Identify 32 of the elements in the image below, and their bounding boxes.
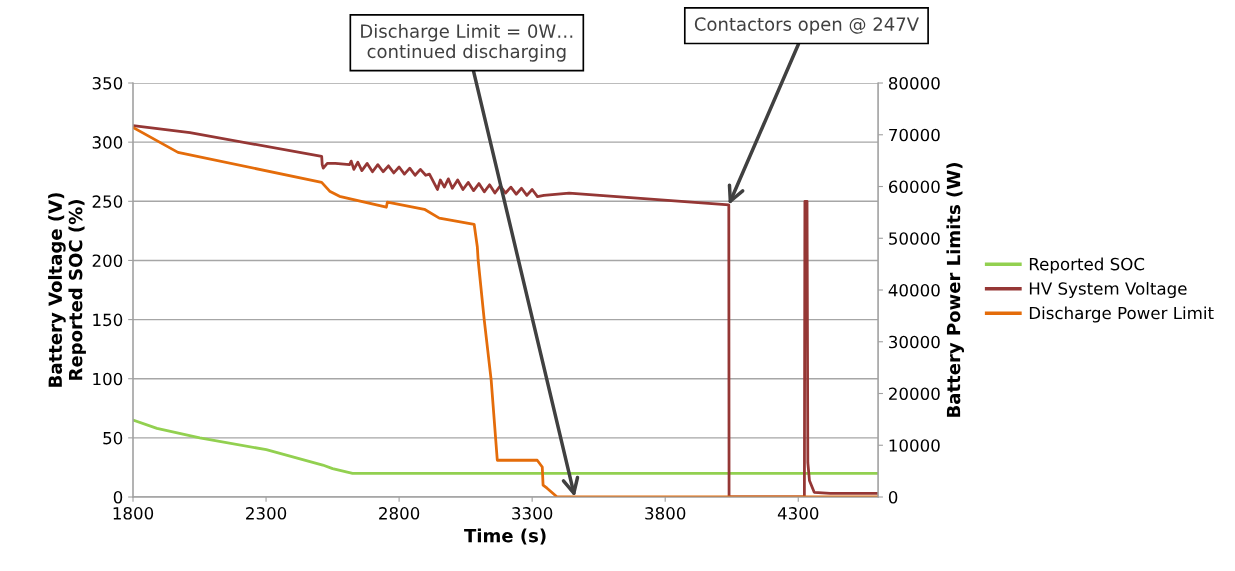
legend-label: Reported SOC	[1029, 257, 1145, 274]
line-series	[133, 418, 879, 475]
x-tick-label: 3300	[512, 507, 553, 520]
y-tick-label: 350	[92, 76, 123, 90]
y2-tick-label: 60000	[888, 180, 940, 194]
x-axis-title: Time (s)	[464, 528, 546, 545]
y2-tick-label: 10000	[889, 439, 940, 452]
x-tick-label: 1800	[113, 507, 154, 520]
y2-tick-label: 40000	[888, 283, 940, 297]
y2-tick-label: 30000	[889, 335, 940, 349]
y-tick-label: 0	[113, 490, 123, 504]
y-tick-label: 100	[93, 372, 123, 386]
y-tick-label: 150	[93, 313, 123, 327]
x-tick-label: 4300	[777, 507, 819, 520]
y-tick-label: 300	[92, 136, 123, 149]
y-tick-label: 200	[92, 254, 123, 268]
y2-axis-title: Battery Power Limits (W)	[946, 163, 964, 417]
legend-label: HV System Voltage	[1029, 281, 1187, 299]
legend-label: Discharge Power Limit	[1029, 306, 1214, 323]
annotation: Contactors open @ 247V	[694, 17, 919, 35]
x-tick-label: 2800	[379, 507, 420, 520]
y2-tick-label: 50000	[889, 232, 940, 245]
y-axis-title: Battery Voltage (V) Reported SOC (%)	[48, 193, 86, 387]
y-tick-label: 250	[92, 195, 123, 208]
y-tick-label: 50	[103, 431, 123, 445]
x-tick-label: 3800	[645, 507, 686, 520]
y2-tick-label: 20000	[889, 387, 940, 401]
x-tick-label: 2300	[246, 507, 287, 520]
y2-tick-label: 0	[888, 490, 898, 504]
annotation: Discharge Limit = 0W… continued discharging	[361, 23, 573, 62]
y2-tick-label: 80000	[888, 76, 940, 90]
y2-tick-label: 70000	[889, 128, 940, 142]
